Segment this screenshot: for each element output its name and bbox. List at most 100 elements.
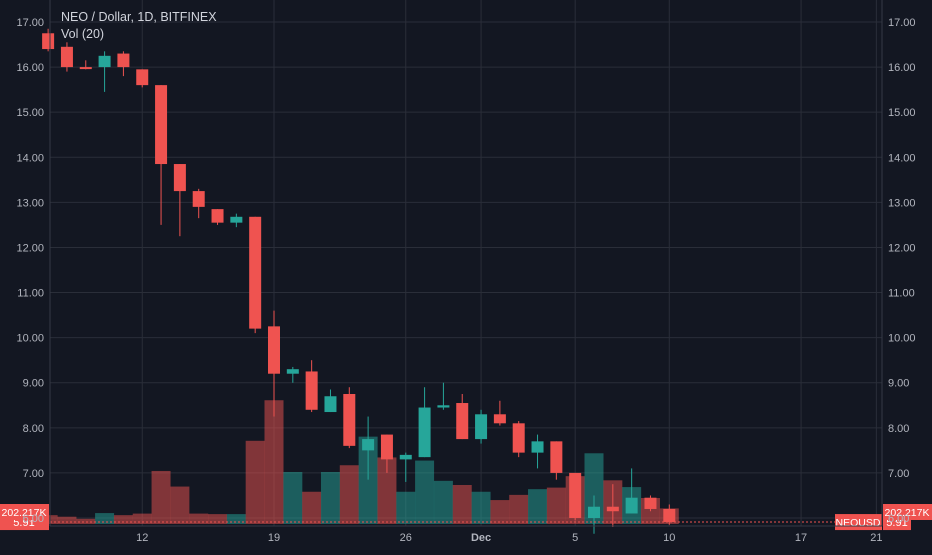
volume-bar bbox=[113, 515, 133, 524]
candle-body bbox=[117, 53, 130, 68]
y-tick-label-right: 16.00 bbox=[888, 62, 916, 74]
y-tick-label-right: 11.00 bbox=[888, 288, 915, 300]
last-price-label-right: 5.91 bbox=[886, 517, 907, 529]
candle-body bbox=[286, 369, 299, 374]
y-tick-label-left: 7.00 bbox=[23, 468, 44, 480]
y-tick-label-right: 15.00 bbox=[888, 107, 916, 119]
volume-bar bbox=[471, 491, 491, 524]
y-tick-label-right: 7.00 bbox=[888, 468, 909, 480]
candle-body bbox=[550, 441, 563, 473]
volume-badge-left bbox=[0, 504, 49, 520]
volume-bar bbox=[170, 486, 190, 524]
candle-body bbox=[155, 85, 168, 165]
y-tick-label-right: 9.00 bbox=[888, 378, 909, 390]
candle-body bbox=[60, 46, 73, 68]
y-tick-label-left: 8.00 bbox=[23, 423, 44, 435]
x-tick-label: 17 bbox=[795, 532, 807, 544]
candle-body bbox=[362, 439, 375, 451]
volume-bar bbox=[433, 480, 453, 524]
volume-bar bbox=[302, 491, 322, 524]
candle-body bbox=[192, 191, 205, 207]
y-tick-label-right: 6.00 bbox=[888, 513, 909, 525]
candle-body bbox=[380, 434, 393, 460]
candle-body bbox=[606, 506, 619, 512]
volume-bars bbox=[38, 400, 679, 524]
volume-label-right: 202.217K bbox=[885, 507, 930, 519]
candle-body bbox=[625, 497, 638, 514]
volume-bar bbox=[546, 487, 566, 524]
x-tick-label: 5 bbox=[572, 532, 578, 544]
x-tick-label: Dec bbox=[471, 532, 491, 544]
symbol-label-right: NEOUSD bbox=[836, 517, 881, 529]
candle-body bbox=[249, 216, 262, 329]
volume-bar bbox=[584, 453, 604, 524]
candle-body bbox=[42, 33, 55, 50]
y-tick-label-right: 12.00 bbox=[888, 242, 916, 254]
candle-body bbox=[456, 403, 469, 440]
candle-body bbox=[324, 396, 337, 413]
y-tick-label-right: 14.00 bbox=[888, 152, 916, 164]
y-tick-label-left: 10.00 bbox=[16, 333, 44, 345]
candle-body bbox=[230, 216, 243, 223]
candle-body bbox=[136, 69, 149, 86]
candle-body bbox=[173, 164, 186, 192]
candle-body bbox=[418, 407, 431, 458]
volume-bar bbox=[132, 513, 152, 524]
volume-bar bbox=[339, 465, 359, 524]
x-tick-label: 12 bbox=[136, 532, 148, 544]
volume-bar bbox=[151, 470, 171, 524]
chart-header: NEO / Dollar, 1D, BITFINEX Vol (20) bbox=[61, 9, 217, 43]
candle-body bbox=[437, 405, 450, 408]
volume-bar bbox=[189, 513, 209, 524]
y-tick-label-right: 10.00 bbox=[888, 333, 916, 345]
volume-bar bbox=[358, 436, 378, 524]
price-candles bbox=[42, 28, 676, 534]
volume-bar bbox=[283, 472, 303, 524]
volume-bar bbox=[509, 494, 529, 524]
x-tick-label: 19 bbox=[268, 532, 280, 544]
volume-bar bbox=[528, 489, 548, 524]
candle-body bbox=[343, 394, 356, 446]
y-tick-label-left: 14.00 bbox=[16, 152, 44, 164]
volume-bar bbox=[95, 513, 115, 524]
y-tick-label-left: 13.00 bbox=[16, 197, 44, 209]
candle-body bbox=[268, 326, 280, 374]
x-tick-label: 10 bbox=[663, 532, 675, 544]
volume-bar bbox=[226, 514, 246, 524]
volume-bar bbox=[452, 485, 472, 524]
candle-body bbox=[98, 55, 111, 68]
candle-body bbox=[211, 209, 224, 223]
candle-body bbox=[475, 414, 488, 440]
y-tick-label-left: 15.00 bbox=[16, 107, 44, 119]
volume-bar bbox=[264, 400, 284, 524]
candle-body bbox=[305, 371, 318, 410]
volume-bar bbox=[208, 514, 228, 524]
chart-title: NEO / Dollar, 1D, BITFINEX bbox=[61, 10, 217, 24]
x-tick-label: 26 bbox=[400, 532, 412, 544]
grid-lines bbox=[50, 0, 882, 526]
candle-body bbox=[79, 67, 92, 70]
last-price-label-left: 5.91 bbox=[13, 517, 34, 529]
volume-bar bbox=[396, 491, 416, 524]
volume-bar bbox=[490, 500, 510, 524]
candle-body bbox=[663, 508, 676, 523]
candle-body bbox=[588, 506, 600, 518]
volume-badge-right bbox=[883, 504, 932, 520]
candle-body bbox=[399, 454, 412, 460]
volume-bar bbox=[415, 460, 435, 524]
candle-body bbox=[512, 423, 525, 453]
x-tick-label: 21 bbox=[870, 532, 882, 544]
y-tick-label-right: 13.00 bbox=[888, 197, 916, 209]
candle-body bbox=[569, 472, 582, 518]
volume-bar bbox=[245, 440, 265, 524]
y-tick-label-left: 17.00 bbox=[16, 17, 44, 29]
volume-label-left: 202.217K bbox=[2, 507, 47, 519]
volume-bar bbox=[377, 457, 397, 524]
y-tick-label-left: 16.00 bbox=[16, 62, 44, 74]
axes: 6.00 6.00 7.00 7.00 8.00 8.00 9.00 9.00 10.00 10.… bbox=[16, 0, 916, 544]
y-tick-label-left: 9.00 bbox=[23, 378, 44, 390]
y-tick-label-right: 17.00 bbox=[888, 17, 916, 29]
volume-bar bbox=[76, 518, 96, 524]
